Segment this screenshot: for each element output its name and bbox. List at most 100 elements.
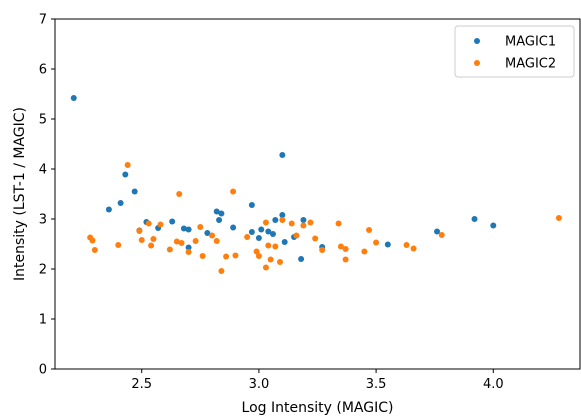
data-point-magic1 bbox=[70, 95, 77, 101]
data-point-magic2 bbox=[178, 240, 185, 246]
y-tick-label: 6 bbox=[39, 63, 47, 78]
data-point-magic1 bbox=[117, 200, 124, 206]
data-point-magic1 bbox=[185, 244, 192, 251]
data-point-magic2 bbox=[197, 224, 204, 230]
data-point-magic2 bbox=[410, 245, 417, 252]
data-point-magic2 bbox=[232, 252, 239, 259]
data-point-magic2 bbox=[342, 246, 349, 252]
data-point-magic2 bbox=[223, 253, 230, 260]
data-point-magic1 bbox=[216, 217, 223, 223]
data-point-magic1 bbox=[169, 218, 176, 225]
data-point-magic2 bbox=[136, 228, 143, 234]
data-point-magic1 bbox=[471, 216, 478, 222]
x-tick-label: 3.0 bbox=[249, 377, 270, 392]
legend-marker-magic1 bbox=[474, 38, 480, 44]
data-point-magic2 bbox=[209, 232, 216, 239]
data-point-magic2 bbox=[89, 237, 96, 244]
data-point-magic1 bbox=[490, 222, 497, 229]
data-point-magic2 bbox=[373, 239, 380, 246]
x-axis-label: Log Intensity (MAGIC) bbox=[242, 400, 394, 416]
legend: MAGIC1 MAGIC2 bbox=[454, 25, 575, 78]
data-point-magic2 bbox=[115, 242, 122, 248]
data-point-magic1 bbox=[204, 230, 211, 236]
data-point-magic2 bbox=[150, 236, 157, 242]
data-point-magic1 bbox=[131, 188, 138, 195]
x-tick-label: 2.5 bbox=[131, 377, 152, 392]
data-point-magic2 bbox=[262, 264, 269, 271]
data-point-magic1 bbox=[298, 256, 305, 262]
data-point-magic2 bbox=[555, 215, 562, 221]
data-point-magic2 bbox=[173, 238, 180, 245]
data-point-magic1 bbox=[218, 210, 225, 217]
legend-box bbox=[454, 25, 575, 78]
data-point-magic2 bbox=[262, 219, 269, 226]
data-point-magic1 bbox=[279, 152, 286, 158]
data-point-magic2 bbox=[366, 227, 373, 233]
data-point-magic2 bbox=[166, 246, 173, 253]
data-point-magic2 bbox=[335, 220, 342, 227]
y-tick-label: 4 bbox=[39, 163, 47, 178]
data-point-magic2 bbox=[438, 232, 445, 238]
y-tick-label: 7 bbox=[39, 13, 47, 28]
data-point-magic2 bbox=[253, 248, 260, 255]
data-point-magic2 bbox=[230, 188, 237, 195]
data-point-magic1 bbox=[248, 229, 255, 235]
data-point-magic2 bbox=[277, 259, 283, 265]
data-point-magic2 bbox=[157, 221, 164, 228]
data-point-magic2 bbox=[91, 247, 98, 253]
data-point-magic1 bbox=[255, 235, 262, 241]
data-point-magic2 bbox=[176, 191, 183, 197]
y-axis-ticks: 0 1 2 3 4 5 6 7 bbox=[39, 13, 55, 378]
data-point-magic1 bbox=[384, 241, 391, 248]
legend-label-magic2: MAGIC2 bbox=[505, 57, 556, 72]
data-point-magic1 bbox=[265, 228, 272, 235]
legend-marker-magic2 bbox=[474, 60, 480, 66]
data-point-magic2 bbox=[319, 247, 326, 253]
data-point-magic1 bbox=[230, 224, 237, 231]
data-point-magic2 bbox=[124, 162, 131, 168]
y-tick-label: 1 bbox=[39, 313, 47, 328]
data-point-magic1 bbox=[185, 226, 192, 233]
data-point-magic2 bbox=[138, 237, 145, 243]
data-point-magic2 bbox=[213, 238, 220, 244]
data-point-magic2 bbox=[342, 256, 349, 263]
y-axis-label: Intensity (LST-1 / MAGIC) bbox=[12, 107, 28, 281]
data-point-magic2 bbox=[293, 232, 300, 239]
data-point-magic1 bbox=[300, 217, 307, 223]
data-point-magic2 bbox=[145, 220, 152, 227]
data-point-magic1 bbox=[269, 231, 276, 237]
data-point-magic2 bbox=[403, 242, 410, 248]
data-point-magic1 bbox=[272, 217, 279, 223]
data-point-magic1 bbox=[180, 225, 187, 232]
data-point-magic2 bbox=[192, 238, 199, 244]
data-point-magic2 bbox=[307, 219, 314, 226]
data-point-magic1 bbox=[258, 226, 265, 233]
y-tick-label: 5 bbox=[39, 113, 47, 128]
data-point-magic2 bbox=[148, 242, 155, 249]
data-point-magic2 bbox=[300, 222, 307, 229]
data-point-magic2 bbox=[244, 234, 251, 240]
data-point-magic1 bbox=[105, 206, 112, 213]
data-point-magic2 bbox=[265, 242, 272, 249]
y-tick-label: 3 bbox=[39, 213, 47, 228]
data-point-magic1 bbox=[122, 171, 129, 178]
data-point-magic2 bbox=[272, 243, 279, 250]
data-point-magic2 bbox=[267, 256, 274, 263]
x-axis-ticks: 2.5 3.0 3.5 4.0 bbox=[131, 369, 504, 392]
data-point-magic2 bbox=[199, 253, 206, 259]
data-point-magic1 bbox=[281, 239, 288, 245]
data-point-magic2 bbox=[218, 268, 225, 274]
plot-frame bbox=[54, 18, 581, 370]
data-point-magic2 bbox=[361, 248, 368, 255]
data-point-magic2 bbox=[312, 235, 319, 242]
data-point-magic2 bbox=[337, 243, 344, 250]
data-point-magic2 bbox=[288, 220, 295, 227]
y-tick-label: 2 bbox=[39, 263, 47, 278]
data-point-magic1 bbox=[434, 228, 441, 235]
data-point-magic2 bbox=[279, 217, 286, 223]
y-tick-label: 0 bbox=[39, 363, 47, 378]
x-tick-label: 3.5 bbox=[366, 377, 387, 392]
data-point-magic2 bbox=[255, 253, 262, 259]
legend-label-magic1: MAGIC1 bbox=[505, 35, 556, 50]
